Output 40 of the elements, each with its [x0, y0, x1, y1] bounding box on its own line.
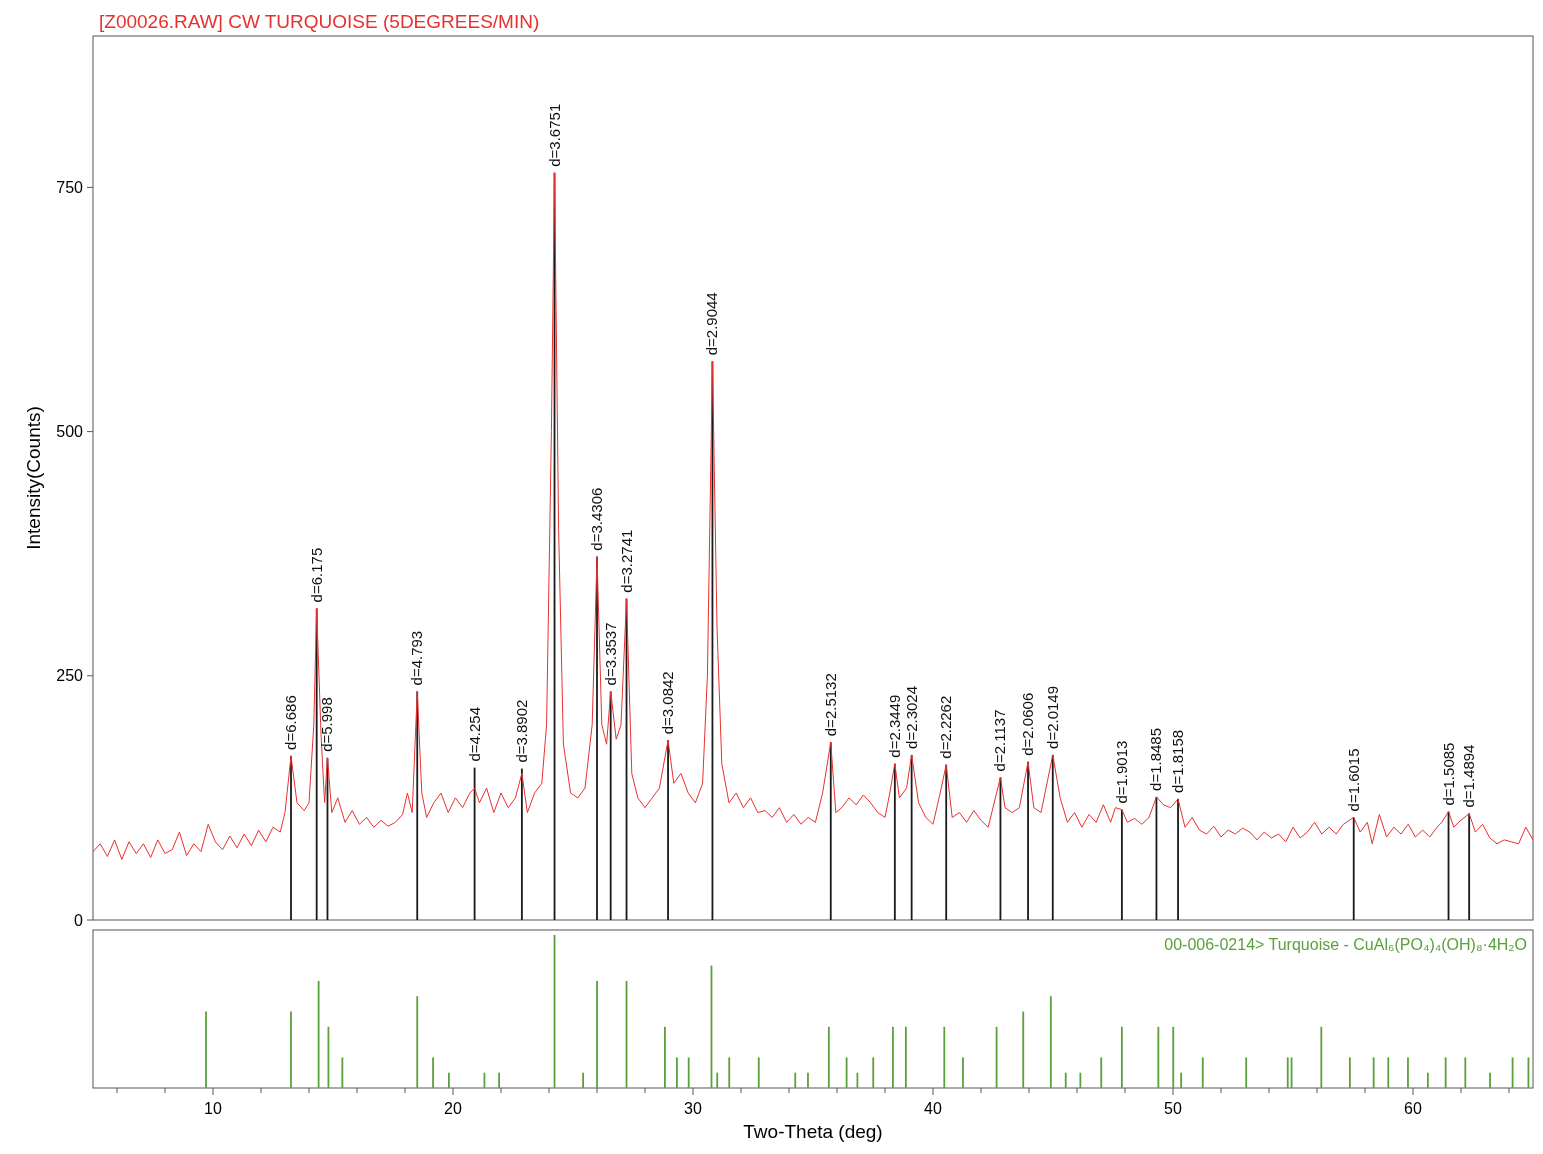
x-tick-label: 50	[1164, 1100, 1182, 1117]
y-axis-title: Intensity(Counts)	[23, 406, 44, 550]
annotation: d=2.3449	[885, 694, 903, 758]
annotation: d=2.9044	[703, 292, 721, 356]
x-tick-label: 30	[684, 1100, 702, 1117]
annotation: 00-006-0214> Turquoise - CuAl₆(PO₄)₄(OH)₈·4H₂O	[1164, 936, 1527, 953]
annotation: d=2.1137	[991, 709, 1009, 772]
annotation: d=3.3537	[601, 622, 619, 686]
annotation: d=3.4306	[588, 487, 605, 551]
annotation: d=2.0606	[1019, 692, 1037, 756]
annotation: d=1.6015	[1344, 748, 1362, 812]
annotation: d=4.793	[408, 630, 426, 686]
annotation: d=6.175	[307, 547, 325, 603]
annotation: d=3.8902	[512, 699, 530, 763]
annotation: d=5.998	[318, 697, 336, 752]
annotation: d=1.4894	[1460, 744, 1478, 808]
annotation: d=1.9013	[1112, 740, 1130, 804]
chart-title: [Z00026.RAW] CW TURQUOISE (5DEGREES/MIN)	[99, 11, 540, 32]
annotation: d=2.2262	[937, 695, 955, 759]
x-tick-label: 10	[204, 1100, 222, 1117]
annotation: d=1.5085	[1439, 742, 1457, 806]
annotation: d=2.0149	[1043, 685, 1061, 749]
annotation: d=3.0842	[659, 671, 677, 735]
y-tick-label: 750	[56, 179, 84, 196]
annotation: d=1.8485	[1147, 727, 1165, 791]
y-tick-label: 500	[56, 423, 84, 441]
x-tick-label: 40	[924, 1100, 942, 1117]
x-tick-label: 20	[444, 1100, 462, 1117]
x-axis-title: Two-Theta (deg)	[743, 1121, 883, 1142]
line-series	[93, 172, 1533, 860]
y-tick-label: 0	[74, 911, 84, 929]
annotation: d=6.686	[282, 695, 299, 750]
annotation: d=4.254	[465, 706, 483, 762]
x-tick-label: 60	[1404, 1100, 1422, 1117]
annotation: d=2.5132	[821, 673, 839, 737]
annotation: d=3.6751	[545, 103, 563, 167]
annotation: d=3.2741	[617, 529, 635, 593]
y-tick-label: 250	[56, 667, 84, 685]
annotation: d=1.8158	[1169, 729, 1187, 793]
annotation: d=2.3024	[902, 685, 920, 749]
